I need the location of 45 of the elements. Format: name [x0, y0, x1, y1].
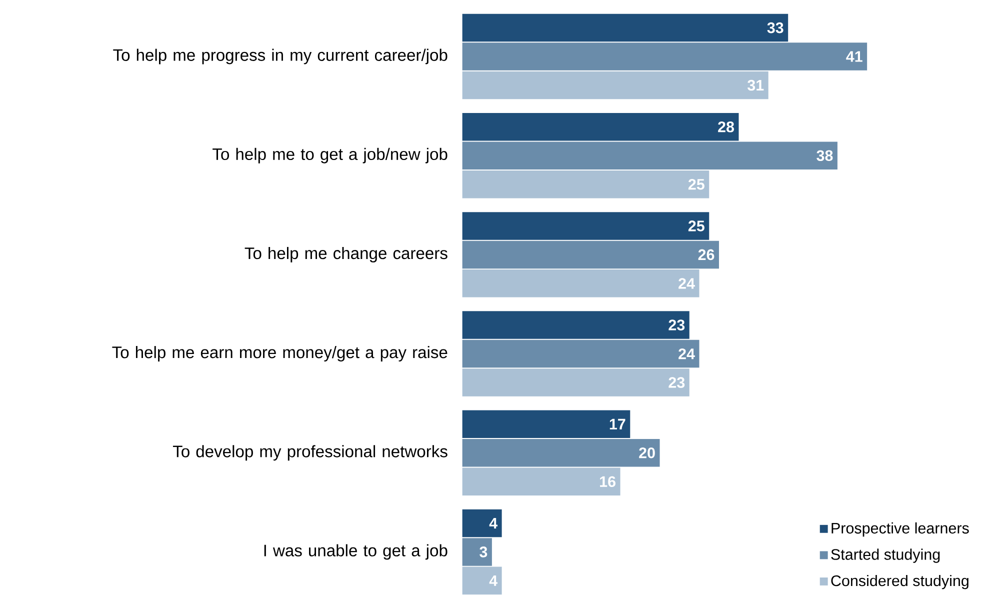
- bar: [462, 14, 788, 42]
- legend-label: Started studying: [831, 548, 940, 564]
- y-tick-label: To help me progress in my current career/job: [113, 49, 448, 64]
- data-label: 25: [688, 220, 704, 232]
- bar: [462, 113, 739, 141]
- data-label: 23: [668, 377, 685, 388]
- bar: [462, 368, 690, 397]
- data-label: 31: [748, 80, 764, 91]
- data-label: 33: [767, 22, 784, 34]
- data-label: 24: [678, 348, 695, 360]
- data-label: 20: [639, 448, 655, 458]
- bar: [462, 241, 719, 269]
- y-tick-label: To help me earn more money/get a pay raise: [112, 346, 448, 362]
- bar: [462, 410, 630, 438]
- data-label: 41: [846, 52, 862, 62]
- data-label: 24: [678, 278, 695, 289]
- bar: [462, 510, 502, 538]
- bar: [462, 212, 710, 240]
- data-label: 17: [610, 419, 626, 430]
- y-tick-label: I was unable to get a job: [264, 544, 448, 560]
- data-label: 26: [698, 250, 714, 260]
- data-label: 16: [600, 476, 616, 488]
- data-label: 4: [489, 576, 498, 586]
- bar: [462, 311, 690, 340]
- legend-label: Prospective learners: [832, 522, 969, 537]
- legend-label: Considered studying: [831, 575, 968, 590]
- y-tick-label: To help me to get a job/new job: [212, 148, 448, 164]
- data-label: 25: [688, 179, 704, 190]
- bar: [462, 72, 768, 100]
- bar: [462, 468, 620, 496]
- data-label: 38: [816, 150, 833, 162]
- bar: [462, 142, 838, 170]
- bar: [462, 270, 700, 298]
- data-label: 28: [718, 122, 734, 132]
- bar: [462, 439, 660, 467]
- bar: [462, 567, 502, 595]
- data-label: 4: [489, 518, 498, 529]
- bar: [462, 340, 700, 368]
- data-label: 3: [480, 546, 488, 558]
- y-tick-label: To help me change careers: [244, 247, 448, 263]
- bar: [462, 538, 492, 566]
- data-label: 23: [668, 320, 685, 331]
- bar: [462, 170, 710, 198]
- y-tick-label: To develop my professional networks: [172, 445, 448, 461]
- bar: [462, 42, 868, 71]
